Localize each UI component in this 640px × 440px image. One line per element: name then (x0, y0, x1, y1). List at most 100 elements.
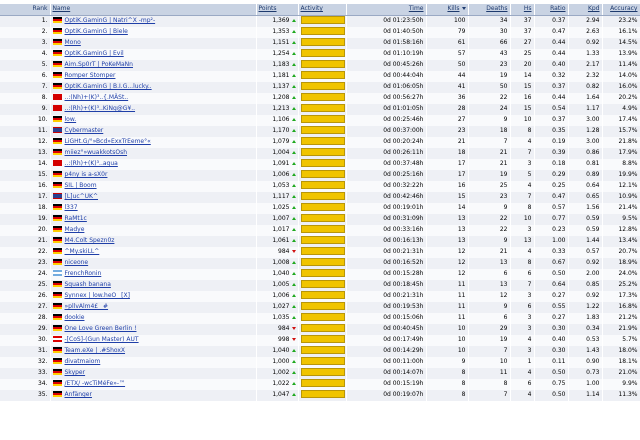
player-name-link[interactable]: low. (64, 116, 77, 124)
points-cell: 1,025 (256, 202, 299, 214)
activity-cell (298, 367, 347, 379)
time-cell: 0d 01:10:19h (346, 48, 427, 60)
col-points-header[interactable]: Points (256, 4, 299, 16)
sort-kills-link[interactable]: Kills (447, 5, 460, 13)
player-name-link[interactable]: /ETX/ -wcTiMéFe»-™ (64, 380, 126, 388)
col-name-header[interactable]: Name (50, 4, 257, 16)
kills-cell: 11 (426, 290, 469, 302)
activity-cell (298, 147, 347, 159)
rank-cell: 16. (0, 180, 51, 192)
player-name-link[interactable]: Aim.Sp0rT | PoKeMaNn (64, 61, 133, 69)
deaths-cell: 23 (468, 191, 511, 203)
sort-deaths-link[interactable]: Deaths (486, 5, 508, 13)
ratio-cell: 0.47 (534, 191, 569, 203)
player-name-link[interactable]: LiGHt.G/°»Bcd»ExxTrEeme°« (64, 138, 151, 146)
sort-points-link[interactable]: Points (258, 5, 277, 13)
player-name-link[interactable]: dookie (64, 314, 85, 322)
ratio-cell: 0.25 (534, 180, 569, 192)
col-kpd-header[interactable]: Kpd (568, 4, 603, 16)
player-name-link[interactable]: -[CoS]-(Gun Master) AUT (64, 336, 139, 344)
sort-accuracy-link[interactable]: Accuracy (610, 5, 638, 13)
player-name-link[interactable]: SIL | Boom (64, 182, 97, 190)
player-name-link[interactable]: Anfänger (64, 391, 92, 399)
ratio-cell: 0.37 (534, 15, 569, 27)
player-name-link[interactable]: RaMt1c (64, 215, 87, 223)
player-name-link[interactable]: ..:(Nh)+(K)³..{.MÄSt.. (64, 94, 129, 102)
player-name-link[interactable]: Team.eXe | .#ShoxX (64, 347, 126, 355)
country-flag-icon (52, 226, 62, 233)
player-name-link[interactable]: Synnex | low.heO _[X] (64, 292, 130, 300)
table-row: 31. Team.eXe | .#ShoxX 1,040 0d 00:14:29h 10… (0, 345, 640, 357)
time-cell: 0d 01:23:50h (346, 15, 427, 27)
rank-cell: 13. (0, 147, 51, 159)
player-name-cell: niceone (50, 257, 257, 269)
col-activity-header[interactable]: Activity (298, 4, 347, 16)
col-kills-header[interactable]: Kills (426, 4, 469, 16)
player-name-link[interactable]: [L]uc^UK^ (64, 193, 99, 201)
time-cell: 0d 00:21:31h (346, 246, 427, 258)
deaths-cell: 21 (468, 158, 511, 170)
rank-cell: 2. (0, 26, 51, 38)
player-name-link[interactable]: Romper Stomper (64, 72, 116, 80)
player-name-link[interactable]: Cybermaster (64, 127, 104, 135)
sort-ratio-link[interactable]: Ratio (550, 5, 566, 13)
activity-bar (300, 92, 345, 101)
deaths-cell: 19 (468, 334, 511, 346)
player-name-link[interactable]: ..:(Rh)+(K)³..KiNg@G¥.. (64, 105, 136, 113)
player-name-link[interactable]: OptiK.GaminG | Evil (64, 50, 124, 58)
accuracy-cell: 13.9% (602, 48, 640, 60)
kpd-cell: 2.32 (568, 70, 603, 82)
activity-cell (298, 158, 347, 170)
hs-cell: 4 (510, 180, 535, 192)
player-name-link[interactable]: divatmaiom (64, 358, 101, 366)
trend-down-icon (291, 250, 296, 254)
col-hs-header[interactable]: Hs (510, 4, 535, 16)
player-name-link[interactable]: Mono (64, 39, 81, 47)
country-flag-icon (52, 347, 62, 354)
player-name-link[interactable]: ^My.skiLL^ (64, 248, 100, 256)
player-name-link[interactable]: OptiK.GaminG | Biele (64, 28, 128, 36)
kpd-cell: 3.00 (568, 114, 603, 126)
activity-cell (298, 114, 347, 126)
table-row: 30. -[CoS]-(Gun Master) AUT 998 0d 00:17:49… (0, 334, 640, 346)
player-name-link[interactable]: OptiK.GaminG | Natri^X -mp²- (64, 17, 156, 25)
player-name-link[interactable]: niceone (64, 259, 89, 267)
time-cell: 0d 01:06:05h (346, 81, 427, 93)
player-name-link[interactable]: One Love Green Berlin ! (64, 325, 137, 333)
sort-name-link[interactable]: Name (52, 5, 71, 13)
accuracy-cell: 12.1% (602, 180, 640, 192)
trend-up-icon (291, 261, 296, 265)
player-name-link[interactable]: OptiK.GaminG | B.I.G...lucky.. (64, 83, 152, 91)
activity-cell (298, 378, 347, 390)
sort-kpd-link[interactable]: Kpd (587, 5, 600, 13)
col-time-header[interactable]: Time (346, 4, 427, 16)
player-name-cell: Madye (50, 224, 257, 236)
player-name-link[interactable]: ..:(Rh)+(K)³..aqua (64, 160, 118, 168)
player-name-link[interactable]: l337 (64, 204, 78, 212)
col-deaths-header[interactable]: Deaths (468, 4, 511, 16)
kills-cell: 10 (426, 323, 469, 335)
col-ratio-header[interactable]: Ratio (534, 4, 569, 16)
player-name-link[interactable]: miiez°»wuakkotsOsh (64, 149, 128, 157)
player-name-cell: p4ny is a-sX0r (50, 169, 257, 181)
sort-time-link[interactable]: Time (408, 5, 424, 13)
col-accuracy-header[interactable]: Accuracy (602, 4, 640, 16)
player-name-link[interactable]: Skyper (64, 369, 86, 377)
player-name-link[interactable]: M4.Colt Spezn0z (64, 237, 115, 245)
time-cell: 0d 00:33:16h (346, 224, 427, 236)
kills-cell: 79 (426, 26, 469, 38)
points-value: 1,183 (272, 61, 290, 69)
hs-cell: 4 (510, 136, 535, 148)
trend-up-icon (291, 195, 296, 199)
player-name-link[interactable]: Madye (64, 226, 85, 234)
rank-cell: 21. (0, 235, 51, 247)
sort-hs-link[interactable]: Hs (523, 5, 532, 13)
points-value: 1,006 (272, 171, 290, 179)
sort-activity-link[interactable]: Activity (300, 5, 323, 13)
player-name-link[interactable]: »pllvAlm4£ _# (64, 303, 109, 311)
player-name-cell: RaMt1c (50, 213, 257, 225)
player-name-link[interactable]: Squash banana (64, 281, 111, 289)
player-name-link[interactable]: p4ny is a-sX0r (64, 171, 108, 179)
player-name-link[interactable]: FrenchRonin (64, 270, 102, 278)
hs-cell: 7 (510, 147, 535, 159)
